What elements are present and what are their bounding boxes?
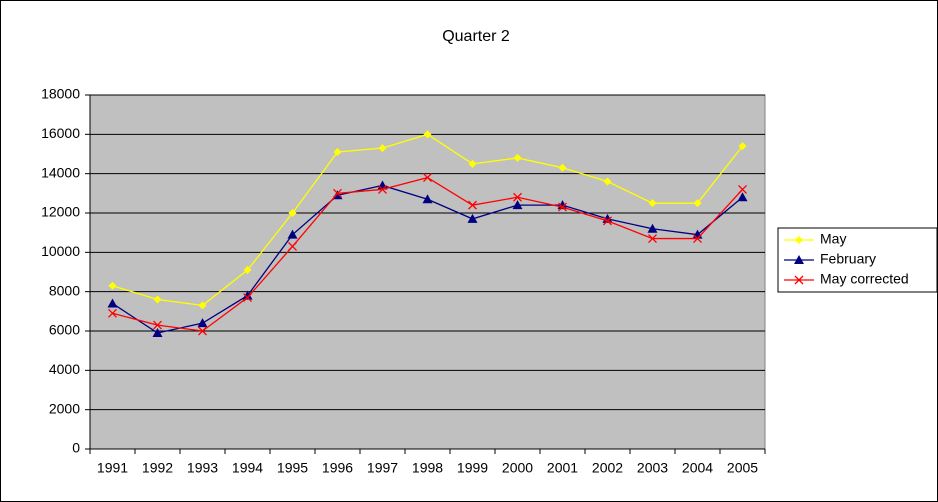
x-tick-label: 2005: [727, 460, 758, 476]
y-tick-label: 2000: [49, 400, 80, 416]
y-tick-label: 8000: [49, 282, 80, 298]
data-point: [242, 290, 253, 300]
data-point: [153, 320, 162, 330]
y-tick-label: 14000: [41, 164, 80, 180]
data-point: [378, 144, 387, 153]
data-point: [648, 234, 657, 244]
data-point: [512, 200, 523, 210]
data-point: [603, 177, 612, 186]
legend-label: February: [820, 251, 876, 267]
data-point: [153, 295, 162, 304]
y-tick-label: 6000: [49, 322, 80, 338]
x-tick-label: 1995: [277, 460, 308, 476]
y-tick-label: 12000: [41, 204, 80, 220]
data-point: [107, 298, 118, 308]
data-point: [288, 241, 297, 251]
data-point: [198, 326, 207, 336]
data-point: [467, 213, 478, 223]
data-point: [197, 318, 208, 328]
x-tick-label: 2004: [682, 460, 713, 476]
data-point: [737, 192, 748, 202]
y-tick-label: 10000: [41, 243, 80, 259]
x-tick-label: 1996: [322, 460, 353, 476]
data-point: [513, 192, 522, 202]
data-point: [558, 202, 567, 212]
y-tick-label: 16000: [41, 125, 80, 141]
legend-label: May corrected: [820, 271, 909, 287]
data-point: [738, 184, 747, 194]
plot-area: [89, 94, 766, 450]
data-point: [422, 194, 433, 204]
data-point: [647, 223, 658, 233]
data-point: [558, 163, 567, 172]
legend-marker: [795, 236, 803, 244]
data-point: [108, 281, 117, 290]
x-tick-label: 1992: [142, 460, 173, 476]
legend-marker: [794, 255, 804, 264]
data-point: [603, 216, 612, 226]
data-point: [423, 173, 432, 183]
data-point: [333, 148, 342, 157]
data-point: [423, 130, 432, 139]
data-point: [693, 234, 702, 244]
data-point: [243, 266, 252, 275]
data-point: [287, 229, 298, 239]
data-point: [108, 308, 117, 318]
x-tick-label: 2000: [502, 460, 533, 476]
data-point: [693, 199, 702, 208]
data-point: [333, 188, 342, 198]
x-tick-label: 1999: [457, 460, 488, 476]
chart-title: Quarter 2: [442, 28, 510, 45]
x-tick-label: 1991: [97, 460, 128, 476]
data-point: [648, 199, 657, 208]
data-point: [243, 293, 252, 303]
x-tick-label: 1997: [367, 460, 398, 476]
data-point: [468, 200, 477, 210]
legend-marker: [794, 275, 804, 285]
y-tick-label: 0: [72, 440, 80, 456]
x-tick-label: 2002: [592, 460, 623, 476]
data-point: [513, 153, 522, 162]
legend-label: May: [820, 231, 846, 247]
y-tick-label: 18000: [41, 86, 80, 102]
data-point: [468, 159, 477, 168]
data-point: [152, 327, 163, 337]
data-point: [198, 301, 207, 310]
x-tick-label: 2003: [637, 460, 668, 476]
data-point: [738, 142, 747, 151]
y-tick-label: 4000: [49, 361, 80, 377]
data-point: [378, 184, 387, 194]
x-tick-label: 1998: [412, 460, 443, 476]
x-tick-label: 2001: [547, 460, 578, 476]
x-tick-label: 1994: [232, 460, 263, 476]
x-tick-label: 1993: [187, 460, 218, 476]
data-point: [288, 209, 297, 217]
